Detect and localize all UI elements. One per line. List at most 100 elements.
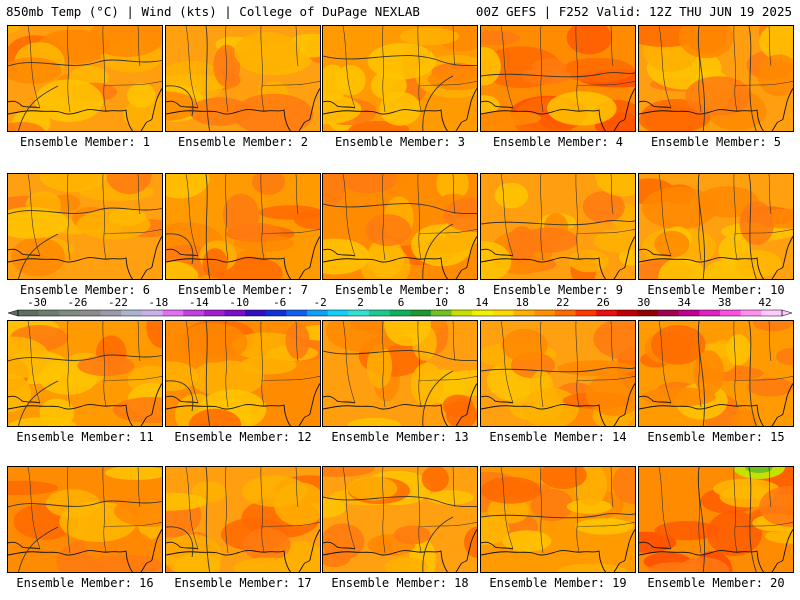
state-border xyxy=(342,26,356,109)
member-caption: Ensemble Member: 18 xyxy=(331,576,469,590)
state-border xyxy=(734,81,793,87)
ensemble-member-panel[interactable] xyxy=(165,173,321,280)
ensemble-member-panel[interactable] xyxy=(638,320,794,427)
height-contour xyxy=(697,26,705,131)
state-border xyxy=(576,229,635,235)
member-caption: Ensemble Member: 14 xyxy=(489,430,627,444)
ensemble-member-panel[interactable] xyxy=(638,173,794,280)
state-border xyxy=(261,229,320,235)
colorbar-swatch xyxy=(183,310,205,316)
height-contour xyxy=(481,367,635,373)
ensemble-member-panel[interactable] xyxy=(322,173,478,280)
temperature-blob xyxy=(178,322,248,363)
member-caption: Ensemble Member: 17 xyxy=(174,576,312,590)
colorbar-swatch xyxy=(348,310,370,316)
ensemble-member-panel[interactable] xyxy=(322,466,478,573)
height-contour xyxy=(18,233,59,279)
temperature-blob xyxy=(189,97,252,126)
member-map xyxy=(639,467,793,572)
coastline xyxy=(639,382,793,426)
member-caption: Ensemble Member: 7 xyxy=(177,283,309,297)
ensemble-member-panel[interactable] xyxy=(7,320,163,427)
state-border xyxy=(768,467,772,508)
coastline xyxy=(481,541,514,550)
coastline xyxy=(8,87,162,131)
state-border xyxy=(768,26,772,67)
state-border xyxy=(576,376,635,382)
temperature-blob xyxy=(146,321,162,349)
state-border xyxy=(540,174,544,261)
state-border xyxy=(137,26,141,67)
colorbar-tick-label: 34 xyxy=(677,296,691,309)
temperature-blob xyxy=(347,476,398,501)
temperature-blob xyxy=(569,250,609,273)
state-border xyxy=(418,81,477,87)
colorbar-swatch xyxy=(658,310,680,316)
ensemble-member-panel[interactable] xyxy=(638,25,794,132)
coastline xyxy=(166,87,320,131)
temperature-blob xyxy=(421,467,449,492)
coastline xyxy=(8,248,41,257)
colorbar-swatch xyxy=(637,310,659,316)
state-border xyxy=(261,376,320,382)
ensemble-member-panel[interactable] xyxy=(165,25,321,132)
temperature-blob xyxy=(753,321,793,332)
ensemble-member-panel[interactable] xyxy=(7,173,163,280)
temperature-blob xyxy=(273,482,320,526)
height-contour xyxy=(205,174,211,279)
ensemble-member-panel[interactable] xyxy=(7,25,163,132)
state-border xyxy=(103,229,162,235)
colorbar-swatch xyxy=(389,310,411,316)
height-contour xyxy=(748,26,757,131)
state-border xyxy=(768,174,772,215)
colorbar-tick-label: 6 xyxy=(398,296,405,309)
member-map xyxy=(166,26,320,131)
colorbar-swatch xyxy=(121,310,143,316)
state-border xyxy=(185,321,199,404)
state-border xyxy=(658,321,672,404)
height-contour xyxy=(481,513,635,519)
temperature-blob xyxy=(323,467,375,477)
ensemble-member-panel[interactable] xyxy=(480,466,636,573)
member-caption: Ensemble Member: 12 xyxy=(174,430,312,444)
height-contour xyxy=(18,380,59,426)
temperature-blob xyxy=(582,191,625,223)
coastline xyxy=(323,235,477,279)
state-border xyxy=(576,522,635,528)
height-contour xyxy=(422,370,454,426)
ensemble-member-panel[interactable] xyxy=(322,320,478,427)
ensemble-member-panel[interactable] xyxy=(165,466,321,573)
coastline xyxy=(639,87,793,131)
temperature-blob xyxy=(593,229,635,253)
ensemble-member-panel[interactable] xyxy=(165,320,321,427)
state-border xyxy=(27,26,41,109)
temperature-blob xyxy=(531,58,567,78)
temperature-blob xyxy=(575,518,634,535)
state-border xyxy=(261,81,320,87)
temperature-blob xyxy=(494,182,529,209)
ensemble-member-panel[interactable] xyxy=(7,466,163,573)
temperature-blob xyxy=(593,321,635,361)
temperature-blob xyxy=(561,57,635,83)
ensemble-member-panel[interactable] xyxy=(322,25,478,132)
height-contour xyxy=(422,223,454,279)
state-border xyxy=(610,26,614,67)
height-contour xyxy=(422,75,454,131)
ensemble-member-panel[interactable] xyxy=(638,466,794,573)
colorbar-swatch xyxy=(451,310,473,316)
temperature-blob xyxy=(747,377,793,397)
temperature-blob xyxy=(127,83,156,108)
ensemble-member-panel[interactable] xyxy=(480,25,636,132)
temperature-blob xyxy=(566,26,613,55)
height-contour xyxy=(748,321,757,426)
state-border xyxy=(500,174,514,257)
colorbar-swatch xyxy=(596,310,618,316)
ensemble-member-panel[interactable] xyxy=(480,320,636,427)
temperature-blob xyxy=(481,30,520,46)
coastline xyxy=(639,248,672,257)
ensemble-member-panel[interactable] xyxy=(480,173,636,280)
height-contour xyxy=(8,59,162,67)
height-contour xyxy=(697,174,705,279)
state-border xyxy=(103,376,162,382)
colorbar-swatch xyxy=(79,310,101,316)
